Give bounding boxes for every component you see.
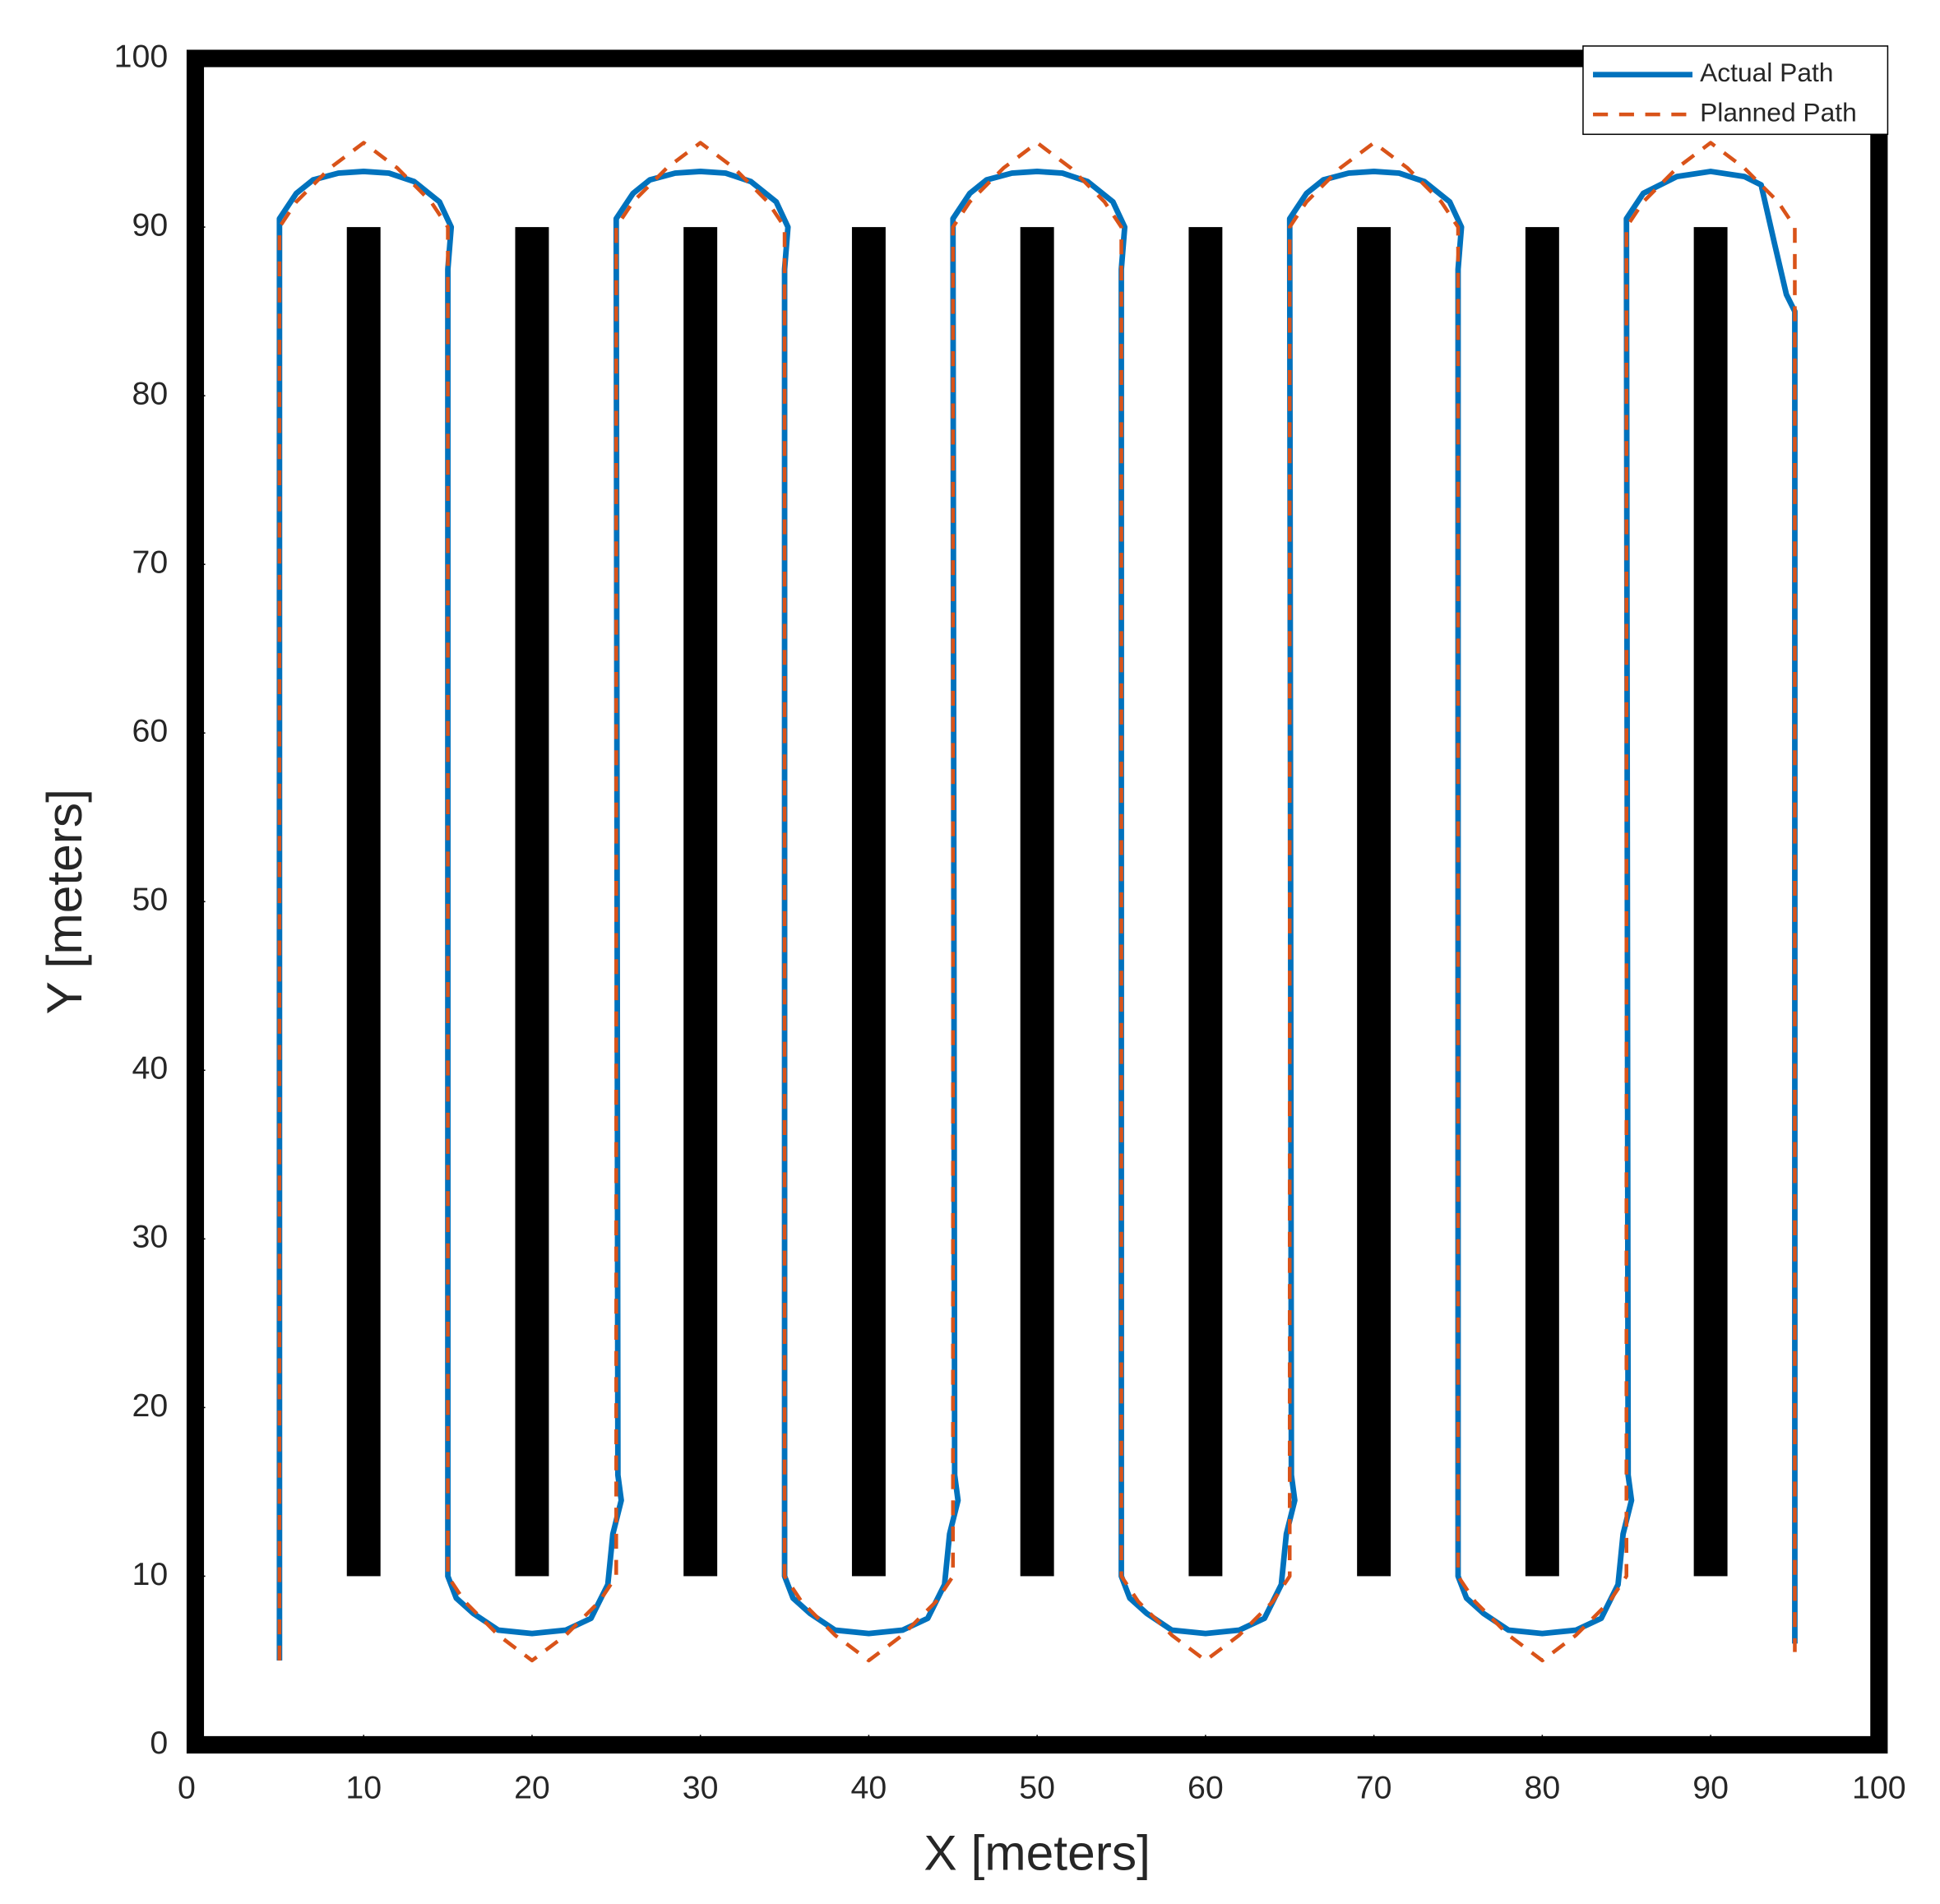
x-tick-label: 50 (1019, 1769, 1055, 1805)
x-tick-label: 30 (683, 1769, 719, 1805)
series-line (277, 141, 1797, 1663)
y-tick-label: 10 (132, 1556, 168, 1592)
x-tick-label: 40 (851, 1769, 887, 1805)
y-tick-label: 90 (132, 206, 168, 243)
obstacle (1693, 227, 1728, 1577)
obstacle (851, 227, 886, 1577)
x-tick-label: 60 (1188, 1769, 1224, 1805)
y-axis-label: Y [meters] (36, 789, 92, 1014)
x-tick-label: 10 (345, 1769, 382, 1805)
y-tick-label: 20 (132, 1387, 168, 1424)
obstacle (515, 227, 549, 1577)
obstacle (1020, 227, 1054, 1577)
x-tick-label: 0 (178, 1769, 196, 1805)
y-tick-label: 40 (132, 1050, 168, 1086)
legend-label: Actual Path (1700, 58, 1833, 87)
y-tick-label: 0 (150, 1725, 168, 1761)
series-line (276, 169, 1798, 1661)
x-tick-label: 70 (1356, 1769, 1392, 1805)
legend-box (1582, 45, 1889, 136)
obstacle (1357, 227, 1391, 1577)
obstacle (346, 227, 381, 1577)
x-tick-label: 20 (514, 1769, 550, 1805)
x-tick-label: 100 (1852, 1769, 1906, 1805)
y-tick-label: 50 (132, 882, 168, 918)
y-tick-label: 100 (114, 38, 169, 74)
x-tick-label: 80 (1525, 1769, 1561, 1805)
legend-label: Planned Path (1700, 98, 1857, 127)
y-tick-label: 70 (132, 544, 168, 581)
x-axis-label: X [meters] (924, 1825, 1151, 1881)
obstacle (683, 227, 718, 1577)
obstacle (1525, 227, 1559, 1577)
axes-frame (186, 49, 1888, 1754)
y-tick-label: 60 (132, 713, 168, 749)
obstacle (1188, 227, 1223, 1577)
y-tick-label: 30 (132, 1219, 168, 1255)
y-tick-label: 80 (132, 376, 168, 412)
x-tick-label: 90 (1692, 1769, 1729, 1805)
